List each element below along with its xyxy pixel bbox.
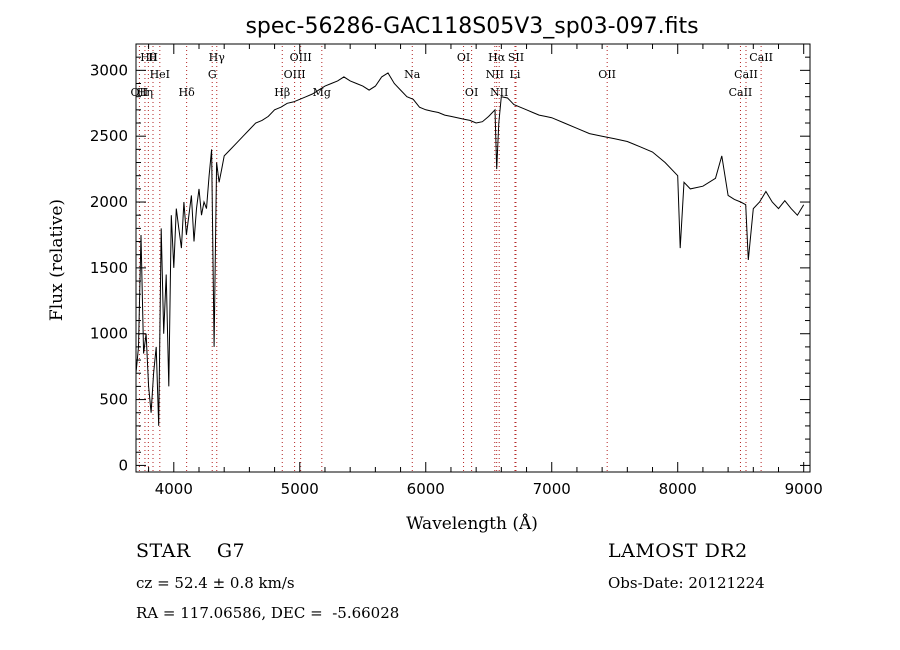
y-tick-label: 0 <box>118 456 128 474</box>
spectral-line-label: Hγ <box>209 51 226 64</box>
spectral-line-label: CaII <box>734 68 758 81</box>
x-axis-label: Wavelength (Å) <box>406 513 538 534</box>
x-tick-label: 7000 <box>533 480 571 498</box>
spectral-line-label: Na <box>404 68 421 81</box>
line-markers <box>138 46 762 472</box>
x-tick-label: 5000 <box>281 480 319 498</box>
spectral-line-label: HeI <box>150 68 170 81</box>
spectral-line-label: CaII <box>729 86 753 99</box>
spectral-line-label: OI <box>457 51 470 64</box>
spectral-line-label: OI <box>465 86 478 99</box>
y-tick-label: 500 <box>99 391 128 409</box>
y-tick-label: 1000 <box>90 325 128 343</box>
plot-frame <box>135 43 811 473</box>
y-tick-label: 1500 <box>90 259 128 277</box>
y-tick-label: 2500 <box>90 127 128 145</box>
spectrum-series <box>135 72 805 426</box>
spectrum-line <box>135 72 805 426</box>
chart-title: spec-56286-GAC118S05V3_sp03-097.fits <box>245 14 698 39</box>
spectral-line-label: Hδ <box>179 86 196 99</box>
spectral-line-label: Hα <box>488 51 506 64</box>
spectral-line-label: Hθ <box>140 51 157 64</box>
spectral-line-label: OII <box>598 68 616 81</box>
spectral-line-label: OIII <box>284 68 306 81</box>
spectral-line-label: Hβ <box>274 86 290 99</box>
spectral-line-label: NII <box>486 68 504 81</box>
spectral-class: STAR G7 <box>136 540 246 562</box>
spectral-line-label: Mg <box>313 86 331 99</box>
spectral-line-label: Li <box>510 68 521 81</box>
y-axis-label: Flux (relative) <box>47 199 67 321</box>
observation-date: Obs-Date: 20121224 <box>608 574 765 592</box>
spectral-line-label: SII <box>508 51 524 64</box>
survey-name: LAMOST DR2 <box>608 540 748 562</box>
spectral-line-label: OIII <box>290 51 312 64</box>
axis-ticks: 4000 5000 6000 7000 8000 9000 0 500 1000 1500 2000… <box>90 44 823 498</box>
x-tick-label: 6000 <box>407 480 445 498</box>
spectral-line-label: CaII <box>749 51 773 64</box>
coordinates: RA = 117.06586, DEC = -5.66028 <box>136 604 400 622</box>
y-tick-label: 2000 <box>90 193 128 211</box>
redshift-velocity: cz = 52.4 ± 0.8 km/s <box>136 574 295 592</box>
spectral-line-label: Hη <box>137 86 153 99</box>
spectral-line-label: G <box>208 68 217 81</box>
spectral-line-label: H <box>148 51 158 64</box>
x-tick-label: 8000 <box>659 480 697 498</box>
x-tick-label: 4000 <box>155 480 193 498</box>
y-tick-label: 3000 <box>90 61 128 79</box>
spectral-line-label: NII <box>490 86 508 99</box>
x-tick-label: 9000 <box>785 480 823 498</box>
spectral-line-label: OII <box>131 86 149 99</box>
